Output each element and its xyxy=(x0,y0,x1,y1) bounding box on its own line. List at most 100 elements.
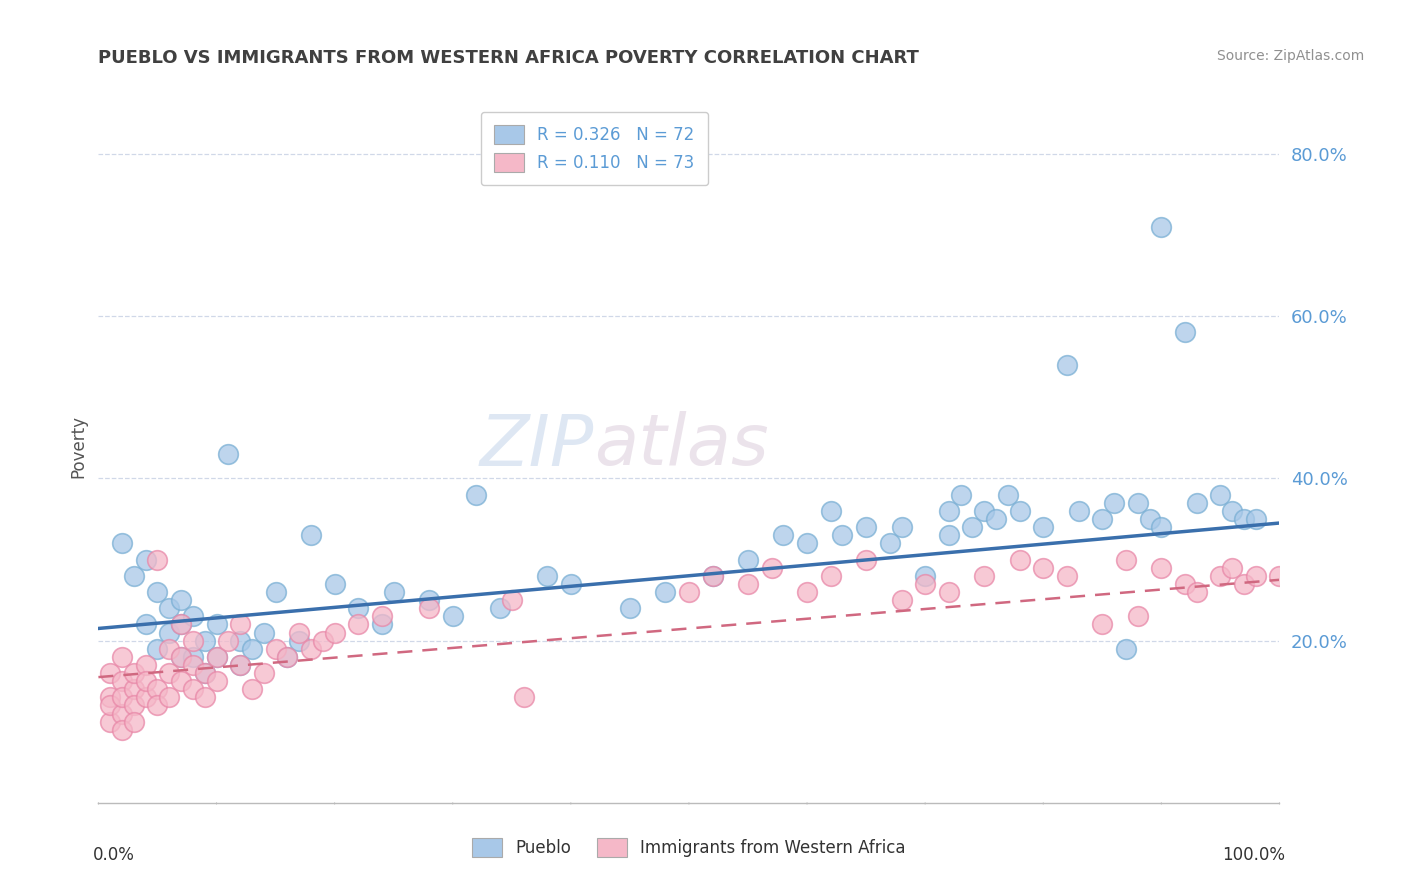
Y-axis label: Poverty: Poverty xyxy=(69,415,87,477)
Point xyxy=(1209,568,1232,582)
Point xyxy=(157,666,180,681)
Point xyxy=(418,601,440,615)
Point xyxy=(299,641,322,656)
Point xyxy=(1008,552,1031,566)
Point xyxy=(371,617,394,632)
Point xyxy=(122,698,145,713)
Point xyxy=(1008,504,1031,518)
Point xyxy=(240,641,263,656)
Point xyxy=(949,488,972,502)
Point xyxy=(1185,585,1208,599)
Point xyxy=(347,601,370,615)
Point xyxy=(1233,512,1256,526)
Point xyxy=(111,706,134,721)
Point xyxy=(371,609,394,624)
Point xyxy=(1220,560,1243,574)
Point xyxy=(122,666,145,681)
Point xyxy=(146,552,169,566)
Text: Source: ZipAtlas.com: Source: ZipAtlas.com xyxy=(1216,49,1364,63)
Point xyxy=(914,577,936,591)
Point xyxy=(1185,496,1208,510)
Point xyxy=(678,585,700,599)
Point xyxy=(135,617,157,632)
Point xyxy=(98,690,121,705)
Point xyxy=(938,585,960,599)
Point xyxy=(299,528,322,542)
Point xyxy=(1032,560,1054,574)
Point xyxy=(312,633,335,648)
Point xyxy=(170,674,193,689)
Point xyxy=(205,649,228,664)
Point xyxy=(111,536,134,550)
Point xyxy=(962,520,984,534)
Point xyxy=(737,552,759,566)
Point xyxy=(382,585,405,599)
Point xyxy=(1032,520,1054,534)
Point xyxy=(1174,326,1197,340)
Point xyxy=(194,666,217,681)
Point xyxy=(1244,512,1267,526)
Point xyxy=(914,568,936,582)
Point xyxy=(181,649,204,664)
Point xyxy=(194,633,217,648)
Point xyxy=(973,568,995,582)
Point xyxy=(229,657,252,672)
Point xyxy=(146,698,169,713)
Text: 100.0%: 100.0% xyxy=(1222,846,1285,863)
Point xyxy=(122,682,145,697)
Point xyxy=(135,657,157,672)
Point xyxy=(984,512,1007,526)
Point xyxy=(1209,488,1232,502)
Point xyxy=(323,577,346,591)
Point xyxy=(217,633,239,648)
Point xyxy=(1115,641,1137,656)
Point xyxy=(654,585,676,599)
Point xyxy=(170,649,193,664)
Point xyxy=(702,568,724,582)
Point xyxy=(1220,504,1243,518)
Point xyxy=(205,649,228,664)
Point xyxy=(288,625,311,640)
Point xyxy=(111,674,134,689)
Point xyxy=(772,528,794,542)
Point xyxy=(122,714,145,729)
Point xyxy=(98,714,121,729)
Point xyxy=(264,641,287,656)
Point xyxy=(1150,560,1173,574)
Point xyxy=(205,617,228,632)
Point xyxy=(181,682,204,697)
Point xyxy=(489,601,512,615)
Point xyxy=(879,536,901,550)
Point xyxy=(796,585,818,599)
Point xyxy=(1115,552,1137,566)
Point xyxy=(1150,520,1173,534)
Point xyxy=(323,625,346,640)
Point xyxy=(194,666,217,681)
Text: ZIP: ZIP xyxy=(479,411,595,481)
Point xyxy=(276,649,298,664)
Point xyxy=(501,593,523,607)
Point xyxy=(253,666,276,681)
Point xyxy=(146,682,169,697)
Point xyxy=(276,649,298,664)
Point xyxy=(146,641,169,656)
Point xyxy=(170,593,193,607)
Point xyxy=(560,577,582,591)
Point xyxy=(157,601,180,615)
Point xyxy=(1233,577,1256,591)
Point xyxy=(157,690,180,705)
Point xyxy=(240,682,263,697)
Point xyxy=(855,552,877,566)
Point xyxy=(702,568,724,582)
Point xyxy=(831,528,853,542)
Point xyxy=(98,698,121,713)
Point xyxy=(619,601,641,615)
Point xyxy=(938,504,960,518)
Point xyxy=(111,649,134,664)
Point xyxy=(288,633,311,648)
Point xyxy=(1244,568,1267,582)
Point xyxy=(1091,617,1114,632)
Point xyxy=(465,488,488,502)
Point xyxy=(1067,504,1090,518)
Text: 0.0%: 0.0% xyxy=(93,846,135,863)
